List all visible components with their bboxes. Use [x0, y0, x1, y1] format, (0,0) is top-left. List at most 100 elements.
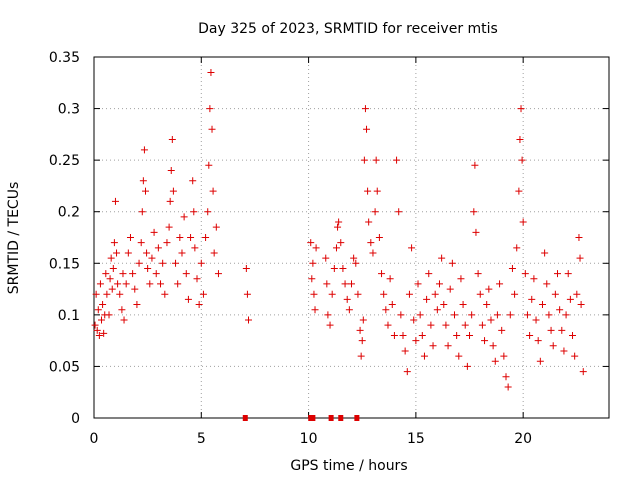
data-point — [119, 270, 127, 278]
data-point — [371, 208, 379, 216]
data-point — [528, 295, 536, 303]
data-point — [356, 326, 364, 334]
data-point — [521, 270, 529, 278]
data-point — [425, 270, 433, 278]
data-point — [142, 187, 149, 195]
data-point — [418, 331, 426, 339]
data-point — [138, 208, 146, 216]
data-point — [397, 311, 405, 319]
x-tick-label: 10 — [300, 431, 318, 447]
data-point — [442, 321, 450, 329]
data-point — [126, 234, 134, 241]
data-point — [375, 234, 383, 241]
data-point — [206, 105, 214, 113]
data-point — [455, 352, 463, 360]
data-point — [332, 244, 340, 252]
data-point — [95, 331, 103, 339]
data-point — [538, 301, 546, 309]
data-point — [536, 357, 544, 365]
data-point — [429, 342, 437, 350]
y-tick-label: 0.25 — [49, 153, 80, 169]
x-tick-label: 20 — [514, 431, 532, 447]
data-point — [401, 347, 409, 355]
data-point — [182, 270, 190, 278]
data-point — [474, 270, 482, 278]
data-point — [337, 239, 345, 247]
data-point — [204, 208, 212, 216]
data-point — [334, 223, 342, 231]
data-point — [513, 244, 521, 252]
data-point — [312, 244, 320, 252]
data-point — [534, 337, 542, 345]
y-tick-label: 0.35 — [49, 50, 80, 66]
data-point-zero — [310, 415, 316, 421]
data-point — [489, 342, 497, 350]
data-point — [433, 306, 441, 314]
data-point — [199, 290, 207, 298]
data-point — [94, 306, 102, 314]
data-point — [341, 280, 349, 288]
data-point — [311, 306, 319, 314]
data-point — [174, 280, 182, 288]
data-point — [431, 290, 439, 298]
data-point — [485, 285, 493, 293]
data-point — [343, 295, 351, 303]
data-point — [576, 254, 584, 262]
data-point — [367, 239, 375, 247]
data-point — [116, 290, 124, 298]
data-point — [498, 326, 506, 334]
data-point — [549, 342, 557, 350]
data-point — [96, 280, 104, 288]
data-point — [322, 254, 330, 262]
data-point — [388, 301, 396, 309]
data-point — [207, 68, 215, 76]
data-point — [453, 331, 461, 339]
data-point — [508, 264, 516, 272]
data-point — [373, 187, 381, 195]
data-point — [543, 280, 551, 288]
data-point — [345, 306, 353, 314]
data-point — [111, 197, 119, 205]
data-point — [372, 156, 380, 164]
data-point — [335, 218, 343, 226]
data-point — [242, 264, 250, 272]
data-point — [390, 331, 398, 339]
data-point — [496, 280, 504, 288]
data-point — [360, 156, 368, 164]
data-point — [310, 290, 318, 298]
data-point — [412, 337, 420, 345]
data-point — [459, 301, 467, 309]
data-point — [212, 223, 220, 231]
data-point — [180, 213, 188, 221]
data-point — [519, 218, 527, 226]
data-point — [438, 254, 446, 262]
data-point — [530, 275, 538, 283]
data-point — [92, 290, 100, 298]
data-point — [562, 311, 570, 319]
data-point — [184, 295, 192, 303]
data-point — [159, 259, 167, 267]
x-axis-label: GPS time / hours — [290, 458, 407, 474]
y-tick-label: 0.3 — [58, 102, 80, 118]
data-point — [515, 187, 523, 195]
data-point — [405, 290, 413, 298]
plot-frame — [93, 56, 610, 419]
data-point — [526, 331, 534, 339]
data-point — [457, 275, 465, 283]
data-point — [120, 316, 128, 324]
y-ticks: 0 0.05 0.1 0.15 0.2 0.25 0.3 0.35 — [49, 50, 609, 427]
data-point — [532, 316, 540, 324]
data-point — [523, 311, 531, 319]
data-point — [167, 166, 175, 174]
y-tick-label: 0.15 — [49, 256, 80, 272]
data-point — [191, 244, 199, 252]
data-point — [98, 316, 106, 324]
data-point — [558, 326, 566, 334]
data-point — [545, 311, 553, 319]
data-point — [487, 316, 495, 324]
data-point — [416, 311, 424, 319]
data-point — [163, 239, 171, 247]
data-point — [461, 321, 469, 329]
data-point — [352, 259, 360, 267]
